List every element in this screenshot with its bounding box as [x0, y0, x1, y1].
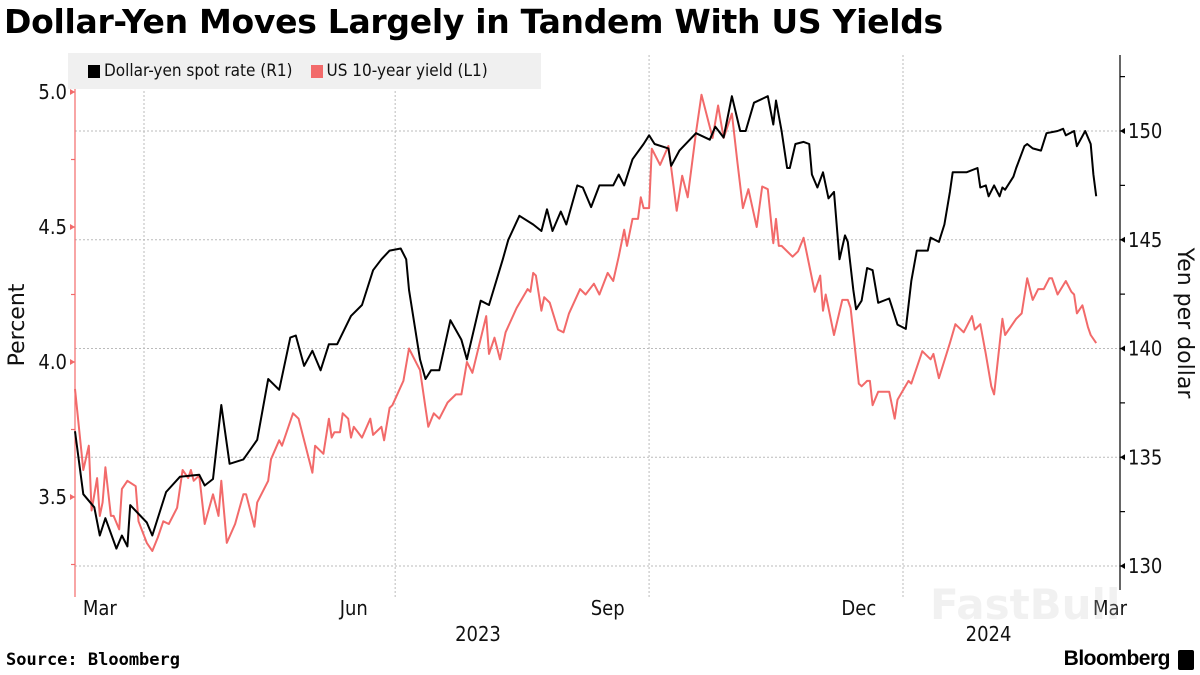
x-month-label: Sep: [591, 596, 625, 620]
brand-logo: Bloomberg: [1063, 647, 1171, 670]
legend-item-us-yield: US 10-year yield (L1): [310, 61, 488, 81]
y-left-tick-label: 4.5: [38, 215, 67, 239]
y-left-tick-arrow: [70, 89, 75, 95]
series-line-us-10y-yield: [74, 93, 1098, 552]
y-right-tick-label: 135: [1128, 445, 1162, 469]
legend-item-dollar-yen: Dollar-yen spot rate (R1): [88, 61, 293, 81]
y-right-tick-arrow: [1120, 454, 1125, 461]
x-month-label: Mar: [1093, 596, 1128, 620]
y-right-tick-label: 130: [1128, 554, 1162, 578]
legend: Dollar-yen spot rate (R1) US 10-year yie…: [68, 53, 541, 89]
gridlines: [75, 55, 1120, 597]
x-month-label: Mar: [83, 596, 118, 620]
source-note: Source: Bloomberg: [6, 650, 180, 670]
y-right-tick-arrow: [1120, 236, 1125, 243]
y-left-tick-label: 5.0: [38, 80, 67, 104]
bloomberg-terminal-icon: [1178, 650, 1194, 670]
y-left-tick-arrow: [70, 494, 75, 500]
watermark: FastBull: [930, 580, 1121, 629]
y-left-tick-arrow: [70, 224, 75, 230]
x-year-label: 2024: [966, 622, 1012, 646]
y-right-tick-label: 150: [1128, 119, 1162, 143]
legend-swatch-red: [310, 64, 323, 78]
axes: 3.5 4.0 4.5 5.0 130 135 140 145 150 Mar Jun Sep Dec M…: [38, 55, 1162, 646]
series-line-dollar-yen: [74, 95, 1098, 550]
y-right-tick-arrow: [1120, 563, 1125, 569]
y-left-tick-label: 4.0: [38, 350, 67, 374]
x-month-label: Dec: [841, 596, 876, 620]
y-left-tick-arrow: [70, 359, 75, 365]
legend-label: Dollar-yen spot rate (R1): [104, 61, 293, 81]
x-year-label: 2023: [455, 622, 501, 646]
series-lines: [74, 93, 1098, 552]
y-right-tick-arrow: [1120, 128, 1125, 134]
y-right-tick-label: 145: [1128, 228, 1162, 252]
y-left-tick-label: 3.5: [38, 485, 67, 509]
y-axis-right-title: Yen per dollar: [1172, 247, 1197, 400]
y-axis-left-title: Percent: [5, 283, 30, 366]
y-right-tick-label: 140: [1128, 337, 1162, 361]
chart-title: Dollar-Yen Moves Largely in Tandem With …: [4, 2, 943, 41]
x-month-label: Jun: [339, 596, 368, 620]
legend-label: US 10-year yield (L1): [326, 61, 488, 81]
legend-swatch-black: [88, 64, 100, 78]
y-right-tick-arrow: [1120, 345, 1125, 352]
